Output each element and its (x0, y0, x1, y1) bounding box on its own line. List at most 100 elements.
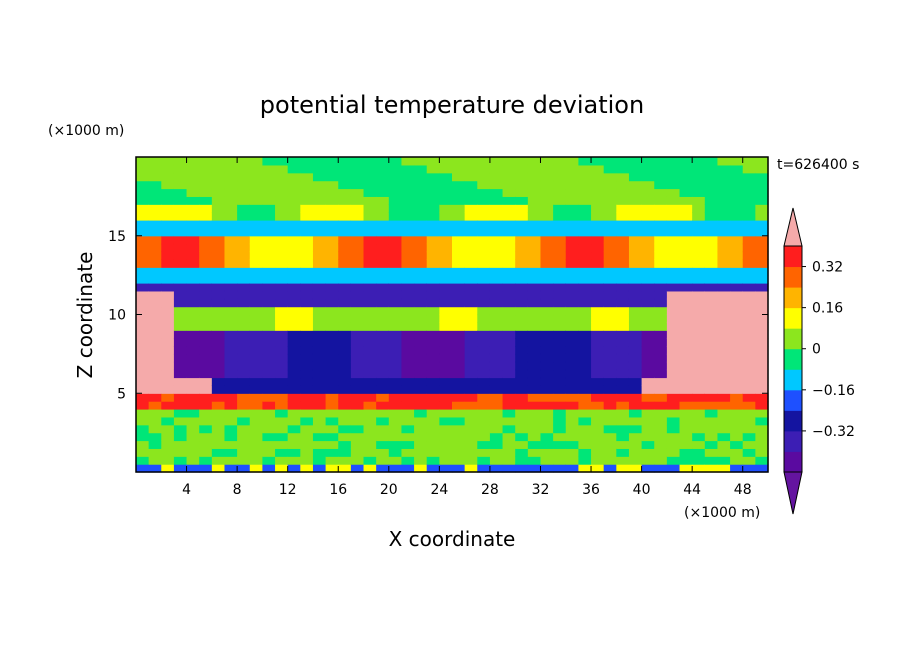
heatmap-cell (401, 377, 415, 386)
heatmap-cell (730, 432, 744, 442)
heatmap-cell (553, 306, 567, 316)
heatmap-cell (692, 464, 706, 473)
heatmap-cell (742, 385, 756, 394)
heatmap-cell (173, 385, 188, 394)
heatmap-cell (224, 259, 238, 268)
heatmap-cell (489, 251, 504, 260)
heatmap-cell (401, 322, 415, 331)
heatmap-cell (388, 369, 403, 379)
heatmap-cell (679, 196, 693, 205)
heatmap-cell (136, 416, 150, 426)
heatmap-cell (287, 346, 301, 355)
heatmap-cell (439, 314, 453, 323)
heatmap-cell (616, 196, 630, 205)
heatmap-cell (692, 212, 706, 221)
heatmap-cell (730, 227, 744, 237)
heatmap-cell (439, 157, 453, 166)
heatmap-cell (591, 401, 605, 410)
heatmap-cell (489, 456, 504, 465)
heatmap-cell (616, 298, 630, 308)
heatmap-cell (477, 204, 491, 213)
heatmap-cell (502, 377, 516, 386)
heatmap-cell (591, 235, 605, 245)
heatmap-cell (211, 353, 226, 363)
heatmap-cell (603, 212, 617, 221)
heatmap-cell (350, 220, 365, 229)
heatmap-cell (666, 330, 681, 339)
heatmap-cell (211, 259, 226, 268)
heatmap-cell (704, 172, 719, 182)
heatmap-cell (704, 424, 719, 434)
heatmap-cell (540, 401, 554, 410)
heatmap-cell (211, 401, 226, 410)
heatmap-cell (641, 369, 655, 379)
heatmap-cell (161, 157, 175, 166)
heatmap-cell (161, 212, 175, 221)
heatmap-cell (414, 306, 428, 316)
heatmap-cell (249, 157, 263, 166)
heatmap-cell (755, 346, 769, 355)
heatmap-cell (414, 416, 428, 426)
heatmap-cell (338, 164, 352, 174)
heatmap-cell (249, 314, 263, 323)
heatmap-cell (388, 456, 403, 465)
heatmap-cell (641, 346, 655, 355)
heatmap-cell (376, 385, 390, 394)
heatmap-cell (616, 251, 630, 260)
heatmap-cell (489, 353, 504, 363)
heatmap-cell (742, 369, 756, 379)
heatmap-cell (338, 298, 352, 308)
heatmap-cell (616, 322, 630, 331)
heatmap-cell (186, 338, 200, 347)
heatmap-cell (136, 385, 150, 394)
heatmap-cell (755, 243, 769, 253)
heatmap-cell (565, 369, 579, 379)
x-tick-label: 48 (734, 482, 752, 498)
x-tick-label: 28 (481, 482, 499, 498)
heatmap-cell (553, 456, 567, 465)
heatmap-cell (654, 298, 668, 308)
heatmap-cell (704, 164, 719, 174)
heatmap-cell (603, 401, 617, 410)
heatmap-cell (136, 298, 150, 308)
heatmap-cell (527, 338, 542, 347)
heatmap-cell (338, 448, 352, 457)
heatmap-cell (742, 275, 756, 284)
heatmap-cell (641, 196, 655, 205)
heatmap-cell (199, 306, 213, 316)
heatmap-cell (654, 369, 668, 379)
heatmap-cell (717, 204, 731, 213)
heatmap-cell (312, 306, 327, 316)
heatmap-cell (376, 361, 390, 371)
heatmap-cell (325, 188, 339, 197)
heatmap-cell (477, 251, 491, 260)
heatmap-cell (591, 290, 605, 300)
heatmap-cell (553, 259, 567, 268)
heatmap-cell (666, 220, 681, 229)
heatmap-cell (679, 440, 693, 449)
heatmap-cell (439, 259, 453, 268)
heatmap-cell (452, 298, 466, 308)
heatmap-cell (527, 353, 542, 363)
heatmap-cell (388, 283, 403, 292)
heatmap-cell (717, 267, 731, 276)
heatmap-cell (426, 409, 440, 418)
heatmap-cell (401, 196, 415, 205)
heatmap-cell (755, 377, 769, 386)
heatmap-cell (173, 298, 188, 308)
heatmap-cell (376, 393, 390, 402)
y-unit-label: (×1000 m) (48, 123, 124, 139)
heatmap-cell (388, 314, 403, 323)
heatmap-cell (401, 220, 415, 229)
heatmap-cell (136, 346, 150, 355)
heatmap-cell (692, 330, 706, 339)
heatmap-cell (199, 290, 213, 300)
heatmap-cell (148, 290, 162, 300)
heatmap-cell (540, 393, 554, 402)
heatmap-cell (363, 377, 377, 386)
heatmap-cell (224, 188, 238, 197)
heatmap-cell (338, 338, 352, 347)
heatmap-cell (426, 259, 440, 268)
heatmap-cell (502, 330, 516, 339)
heatmap-cell (527, 243, 542, 253)
